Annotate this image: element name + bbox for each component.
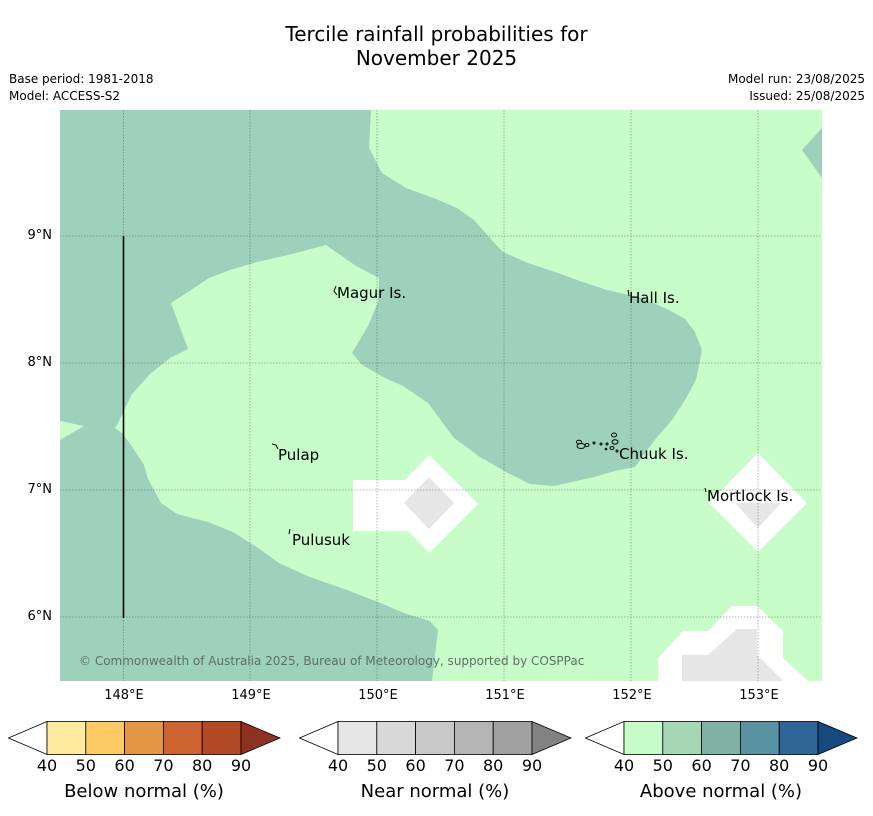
- colorbar-near-label: Near normal (%): [360, 781, 510, 802]
- header-right: Model run: 23/08/2025 Issued: 25/08/2025: [728, 71, 865, 105]
- near-tick-label: 90: [521, 756, 543, 775]
- above-tick-label: 60: [691, 756, 712, 775]
- below-tick-label: 60: [114, 756, 135, 775]
- model-name: Model: ACCESS-S2: [9, 89, 121, 103]
- near-swatch-2: [415, 721, 455, 755]
- above-50-60-region-northeast: [802, 128, 822, 178]
- above-swatch-4: [778, 721, 819, 755]
- place-label-pulusuk: Pulusuk: [292, 531, 350, 549]
- base-period: Base period: 1981-2018: [9, 72, 154, 86]
- above-tick-label: 70: [730, 756, 751, 775]
- colorbar-near-normal: [299, 721, 572, 755]
- lat-label-6n: 6°N: [27, 609, 53, 624]
- pulap-island-outline: [271, 443, 279, 450]
- lon-label-148e: 148°E: [104, 688, 144, 703]
- above-over-triangle: [817, 721, 858, 755]
- near-tick-label: 80: [483, 756, 504, 775]
- title-line-1: Tercile rainfall probabilities for: [285, 22, 588, 46]
- lon-label-152e: 152°E: [612, 688, 652, 703]
- near-tick-label: 40: [327, 756, 349, 775]
- lon-label-153e: 153°E: [739, 688, 779, 703]
- above-swatch-3: [739, 721, 780, 755]
- near-swatch-4: [492, 721, 533, 755]
- near-tick-label: 70: [444, 756, 465, 775]
- chuuk-lagoon-outline: [576, 432, 619, 453]
- above-50-60-region-west: [60, 110, 702, 681]
- above-tick-label: 80: [769, 756, 790, 775]
- island-outlines: [271, 285, 707, 535]
- below-tick-label: 50: [75, 756, 96, 775]
- copyright-notice: © Commonwealth of Australia 2025, Bureau…: [79, 654, 585, 668]
- above-tick-label: 40: [613, 756, 635, 775]
- below-tick-label: 80: [192, 756, 213, 775]
- lat-label-7n: 7°N: [27, 482, 53, 497]
- place-label-hall: Hall Is.: [629, 289, 680, 307]
- near-swatch-1: [376, 721, 417, 755]
- above-swatch-1: [662, 721, 703, 755]
- model-run: Model run: 23/08/2025: [727, 72, 865, 86]
- above-swatch-0: [623, 721, 664, 755]
- colorbar-below-label: Below normal (%): [64, 781, 224, 802]
- above-tick-label: 90: [807, 756, 829, 775]
- lon-label-149e: 149°E: [231, 688, 271, 703]
- below-tick-label: 90: [230, 756, 252, 775]
- chart-title: Tercile rainfall probabilities for Novem…: [0, 22, 873, 70]
- title-line-2: November 2025: [355, 46, 518, 70]
- place-label-pulap: Pulap: [278, 446, 320, 464]
- probability-map: [60, 110, 822, 681]
- below-tick-label: 40: [36, 756, 58, 775]
- pulusuk-island-outline: [288, 528, 291, 535]
- above-under-triangle: [585, 721, 625, 755]
- hall-island-outline: [627, 289, 630, 297]
- below-swatch-4: [201, 721, 242, 755]
- below-under-triangle: [8, 721, 48, 755]
- colorbar-above-label: Above normal (%): [639, 781, 803, 802]
- near-swatch-0: [337, 721, 378, 755]
- near-swatch-3: [453, 721, 494, 755]
- place-label-magur: Magur Is.: [337, 284, 407, 302]
- below-over-triangle: [240, 721, 281, 755]
- place-label-mortlock: Mortlock Is.: [707, 487, 794, 505]
- magur-island-outline: [333, 285, 338, 296]
- issued-date: Issued: 25/08/2025: [749, 89, 865, 103]
- lat-label-8n: 8°N: [27, 355, 53, 370]
- mortlock-island-outline: [704, 487, 707, 493]
- lon-label-151e: 151°E: [485, 688, 525, 703]
- below-swatch-0: [46, 721, 87, 755]
- colorbar-above-normal: [585, 721, 858, 755]
- colorbar-below-normal: [8, 721, 281, 755]
- map-canvas: [60, 110, 822, 681]
- above-tick-label: 50: [652, 756, 673, 775]
- below-swatch-1: [85, 721, 126, 755]
- lat-label-9n: 9°N: [27, 228, 53, 243]
- header-left: Base period: 1981-2018 Model: ACCESS-S2: [9, 71, 154, 105]
- near-under-triangle: [299, 721, 339, 755]
- below-swatch-2: [124, 721, 164, 755]
- above-swatch-2: [701, 721, 741, 755]
- near-tick-label: 60: [405, 756, 426, 775]
- no-signal-patch-east: [709, 453, 807, 552]
- below-swatch-3: [162, 721, 203, 755]
- near-over-triangle: [531, 721, 572, 755]
- below-tick-label: 70: [153, 756, 174, 775]
- near-tick-label: 50: [366, 756, 387, 775]
- lon-label-150e: 150°E: [358, 688, 398, 703]
- place-label-chuuk: Chuuk Is.: [619, 445, 689, 463]
